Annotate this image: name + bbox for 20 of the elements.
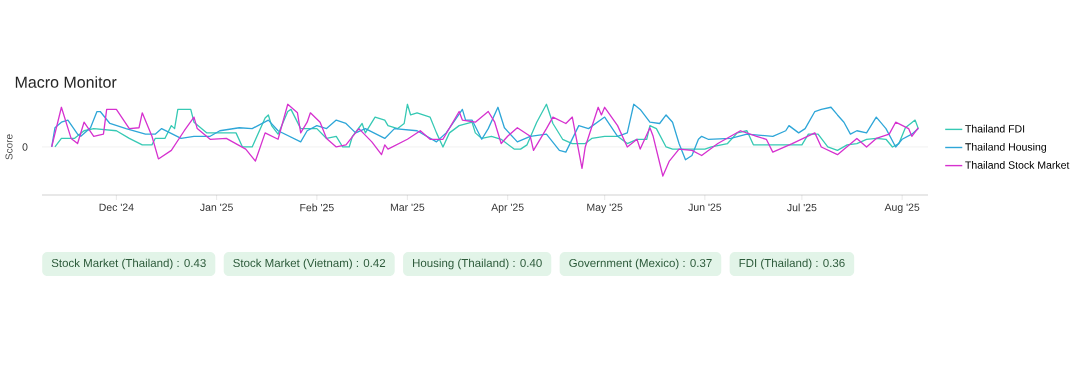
x-tick-label: Jun '25 (688, 203, 722, 211)
legend-label: Thailand Housing (965, 142, 1046, 153)
text: FDI (Thailand) : 0.36 (739, 258, 845, 270)
ref-line-label: 0 (22, 143, 28, 151)
x-tick-label: Dec '24 (99, 203, 134, 211)
text: Housing (Thailand) : 0.40 (413, 258, 542, 270)
text: Stock Market (Thailand) : 0.43 (51, 258, 206, 270)
x-tick-label: Mar '25 (390, 203, 425, 211)
text: Government (Mexico) : 0.37 (569, 258, 712, 270)
chart-title: Macro Monitor (15, 76, 117, 88)
x-tick-label: Jul '25 (787, 203, 817, 212)
x-tick-label: Apr '25 (491, 203, 524, 214)
legend-label: Thailand FDI (965, 124, 1025, 133)
legend-label: Thailand Stock Market (965, 161, 1070, 169)
x-tick-label: Aug '25 (884, 203, 920, 214)
x-tick-label: Jan '25 (200, 203, 233, 211)
x-tick-label: Feb '25 (300, 203, 334, 212)
x-tick-label: May '25 (587, 203, 623, 214)
y-axis-title: Score (5, 134, 13, 160)
text: Stock Market (Vietnam) : 0.42 (233, 258, 386, 270)
